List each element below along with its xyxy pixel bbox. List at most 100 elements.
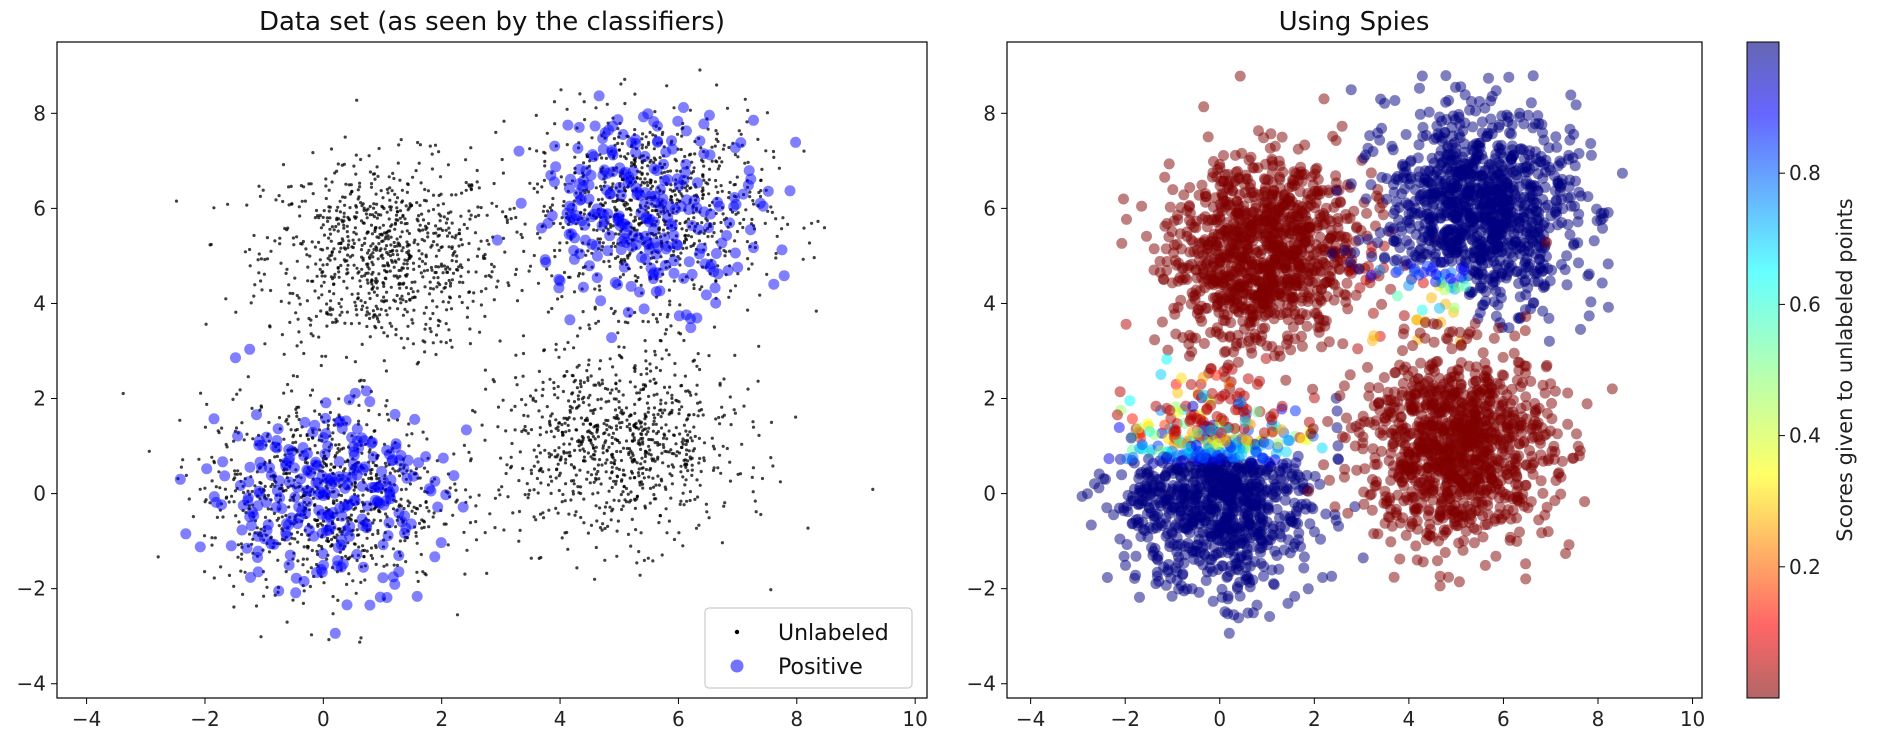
positive-point — [420, 451, 432, 463]
unlabeled-point — [363, 300, 367, 305]
unlabeled-point — [644, 467, 649, 472]
unlabeled-point — [383, 247, 387, 251]
unlabeled-point — [396, 307, 400, 311]
unlabeled-point — [637, 474, 641, 478]
unlabeled-point — [261, 188, 265, 192]
unlabeled-point — [727, 145, 731, 150]
unlabeled-point — [380, 554, 384, 559]
unlabeled-point — [331, 594, 335, 599]
unlabeled-point — [191, 515, 195, 519]
unlabeled-point — [253, 283, 257, 287]
unlabeled-point — [634, 426, 638, 430]
unlabeled-point — [627, 500, 632, 504]
unlabeled-point — [714, 129, 718, 133]
unlabeled-point — [326, 423, 330, 427]
positive-point — [776, 244, 788, 256]
unlabeled-point — [380, 299, 384, 303]
unlabeled-point — [567, 399, 571, 403]
unlabeled-point — [633, 369, 637, 373]
unlabeled-point — [277, 416, 282, 420]
unlabeled-point — [557, 421, 561, 425]
unlabeled-point — [365, 262, 369, 266]
unlabeled-point — [669, 496, 673, 500]
unlabeled-point — [246, 489, 250, 493]
positive-point — [320, 412, 331, 424]
unlabeled-point — [436, 276, 440, 280]
unlabeled-point — [400, 199, 405, 203]
unlabeled-point — [300, 242, 304, 246]
unlabeled-point — [666, 464, 671, 468]
unlabeled-point — [274, 198, 278, 202]
unlabeled-point — [331, 307, 335, 311]
scored-point — [1216, 205, 1228, 217]
unlabeled-point — [594, 445, 598, 449]
scored-point — [1314, 209, 1326, 221]
unlabeled-point — [579, 379, 583, 383]
unlabeled-point — [617, 319, 621, 323]
unlabeled-point — [292, 243, 296, 247]
unlabeled-point — [590, 136, 594, 140]
positive-point — [245, 571, 256, 583]
unlabeled-point — [423, 572, 427, 576]
positive-point — [668, 267, 680, 279]
unlabeled-point — [590, 432, 594, 436]
unlabeled-point — [418, 223, 422, 227]
unlabeled-point — [627, 207, 631, 211]
unlabeled-point — [224, 297, 228, 301]
unlabeled-point — [653, 416, 657, 420]
unlabeled-point — [328, 216, 332, 220]
unlabeled-point — [179, 465, 183, 469]
unlabeled-point — [400, 230, 404, 234]
unlabeled-point — [357, 270, 361, 274]
scored-point — [1221, 217, 1233, 229]
unlabeled-point — [634, 528, 638, 532]
unlabeled-point — [449, 210, 453, 214]
unlabeled-point — [225, 445, 229, 449]
unlabeled-point — [370, 278, 374, 282]
unlabeled-point — [345, 224, 349, 228]
scored-point — [1202, 131, 1214, 143]
unlabeled-point — [376, 531, 380, 536]
unlabeled-point — [645, 180, 649, 184]
unlabeled-point — [679, 147, 683, 152]
scored-point — [1178, 189, 1190, 201]
positive-point — [576, 215, 588, 227]
unlabeled-point — [579, 442, 584, 446]
unlabeled-point — [266, 507, 270, 511]
legend-frame — [704, 607, 913, 689]
unlabeled-point — [654, 317, 659, 321]
unlabeled-point — [306, 279, 310, 283]
unlabeled-point — [565, 107, 569, 111]
unlabeled-point — [653, 158, 658, 162]
positive-point — [244, 461, 256, 473]
unlabeled-point — [459, 263, 463, 267]
unlabeled-point — [543, 448, 547, 452]
unlabeled-point — [519, 232, 523, 237]
unlabeled-point — [445, 270, 450, 274]
unlabeled-point — [599, 406, 603, 410]
unlabeled-point — [690, 463, 694, 467]
unlabeled-point — [593, 407, 597, 412]
unlabeled-point — [665, 531, 669, 535]
unlabeled-point — [395, 206, 399, 210]
positive-point — [333, 471, 345, 483]
unlabeled-point — [540, 185, 544, 189]
unlabeled-point — [531, 398, 535, 402]
unlabeled-point — [718, 422, 722, 426]
unlabeled-point — [395, 249, 399, 253]
positive-point — [778, 270, 790, 282]
unlabeled-point — [298, 214, 302, 218]
unlabeled-point — [363, 241, 367, 245]
positive-point — [703, 109, 715, 121]
unlabeled-point — [649, 158, 653, 162]
positive-point — [638, 303, 650, 315]
unlabeled-point — [483, 252, 487, 257]
unlabeled-point — [545, 405, 549, 409]
unlabeled-point — [647, 406, 651, 410]
unlabeled-point — [329, 299, 333, 303]
unlabeled-point — [245, 203, 249, 207]
unlabeled-point — [604, 156, 609, 160]
unlabeled-point — [462, 443, 466, 447]
unlabeled-point — [522, 428, 526, 432]
positive-point — [252, 552, 263, 563]
